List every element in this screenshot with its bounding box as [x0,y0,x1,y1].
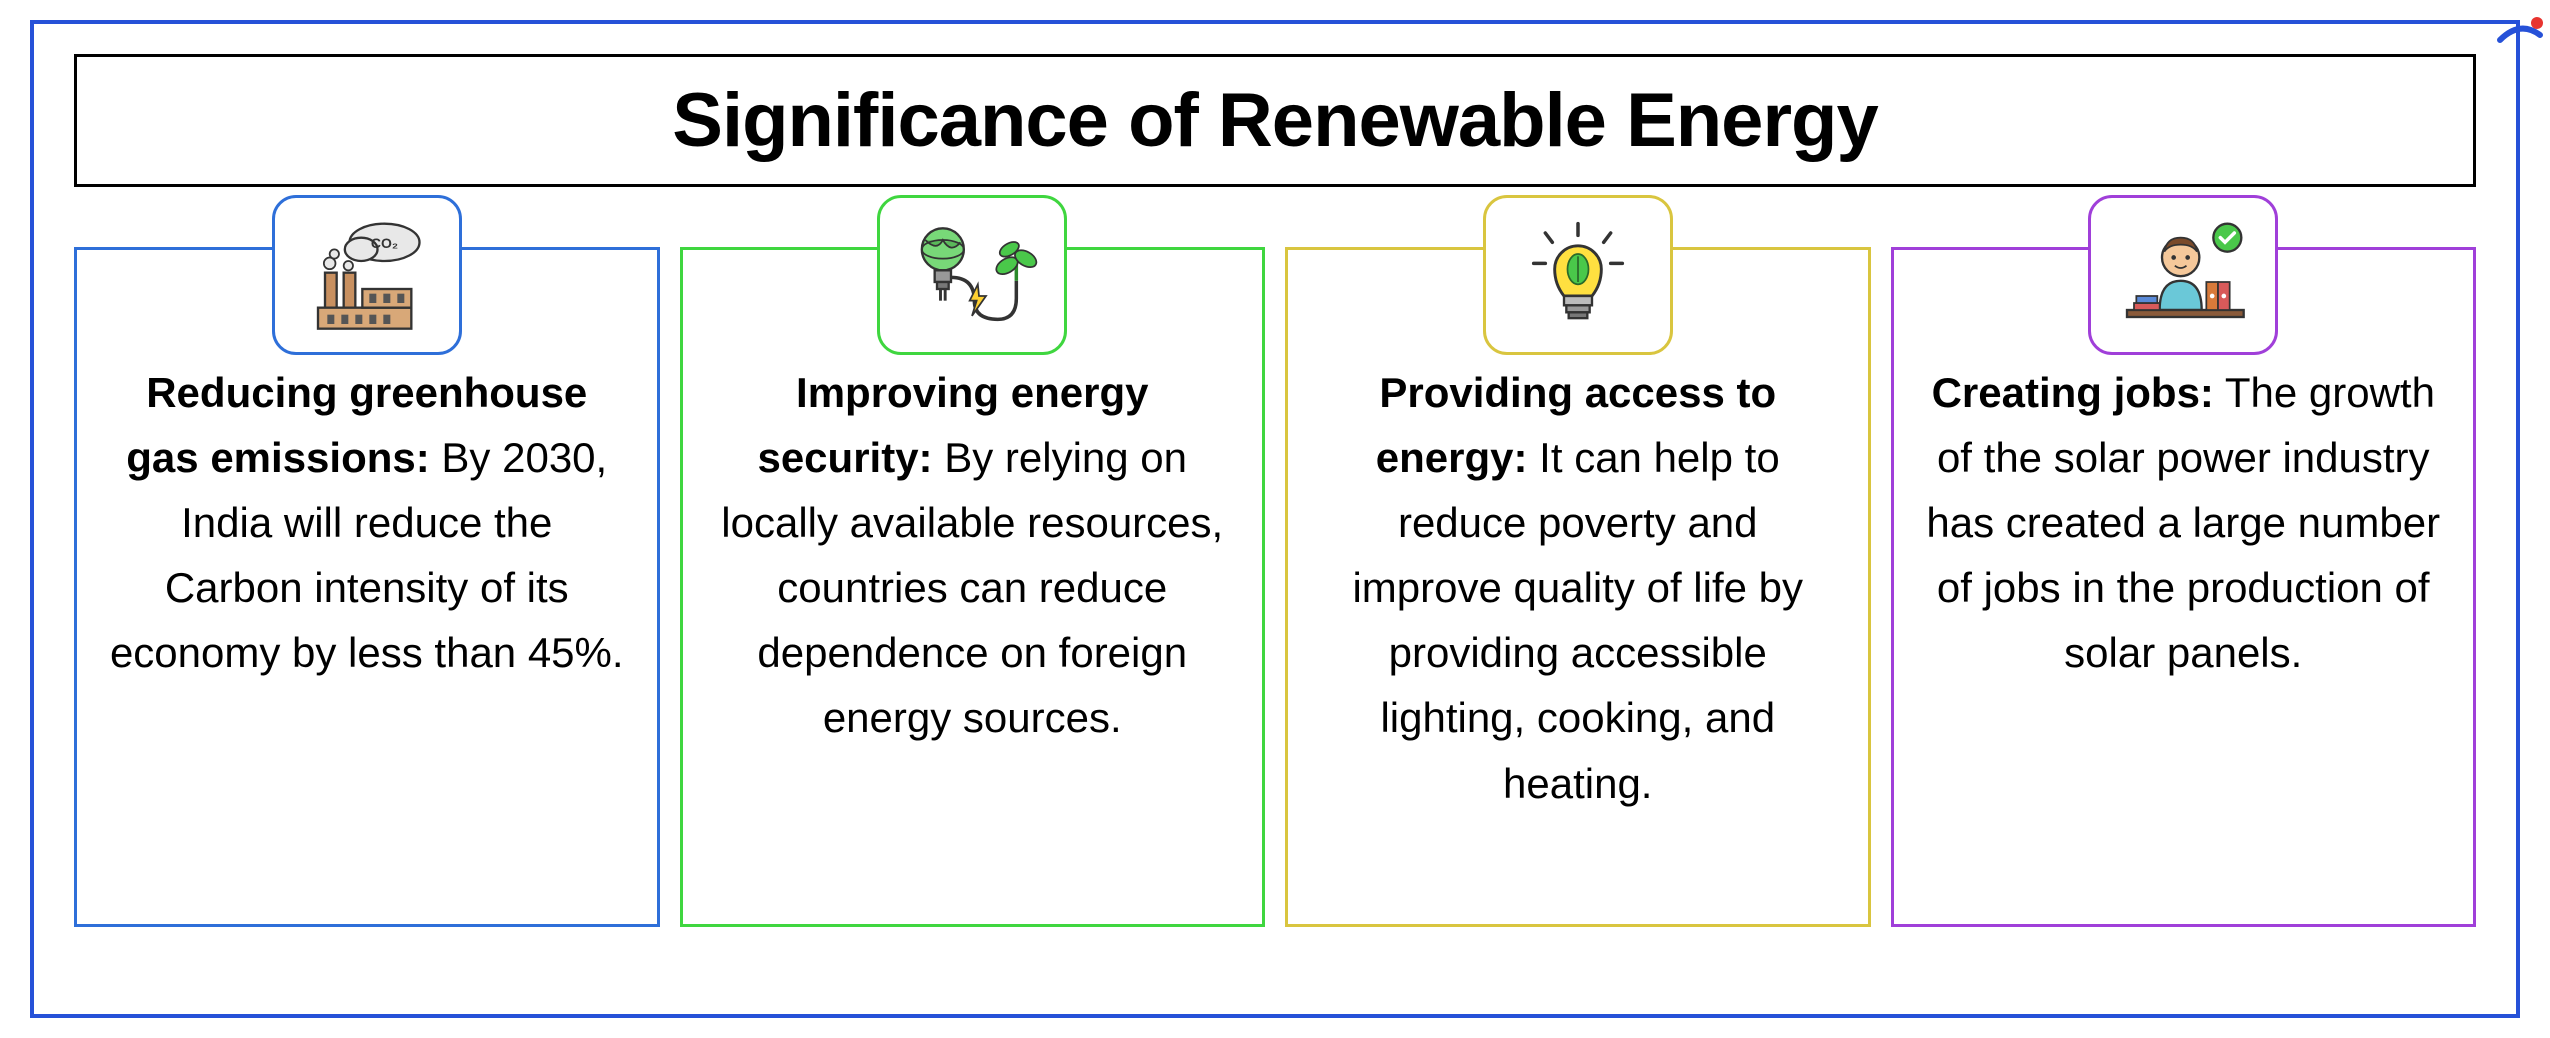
worker-jobs-icon [2113,215,2253,335]
main-frame: Significance of Renewable Energy CO₂ [30,20,2520,1018]
lightbulb-leaf-icon [1508,215,1648,335]
factory-co2-icon: CO₂ [297,215,437,335]
card-jobs: Creating jobs: The growth of the solar p… [1891,247,2477,927]
card-text-emissions: Reducing greenhouse gas emissions: By 20… [107,360,627,685]
card-text-jobs: Creating jobs: The growth of the solar p… [1924,360,2444,685]
card-text-access: Providing access to energy: It can help … [1318,360,1838,816]
svg-text:CO₂: CO₂ [371,235,398,251]
brand-logo [2495,5,2545,55]
cards-container: CO₂ [74,247,2476,927]
card-text-security: Improving energy security: By relying on… [713,360,1233,751]
green-energy-icon [902,215,1042,335]
page-title: Significance of Renewable Energy [117,77,2433,164]
card-emissions: CO₂ [74,247,660,927]
card-security: Improving energy security: By relying on… [680,247,1266,927]
card-bold-jobs: Creating jobs: [1932,369,2214,416]
icon-badge-security [877,195,1067,355]
icon-badge-emissions: CO₂ [272,195,462,355]
icon-badge-access [1483,195,1673,355]
card-body-access: It can help to reduce poverty and improv… [1352,434,1803,806]
card-access: Providing access to energy: It can help … [1285,247,1871,927]
title-container: Significance of Renewable Energy [74,54,2476,187]
icon-badge-jobs [2088,195,2278,355]
